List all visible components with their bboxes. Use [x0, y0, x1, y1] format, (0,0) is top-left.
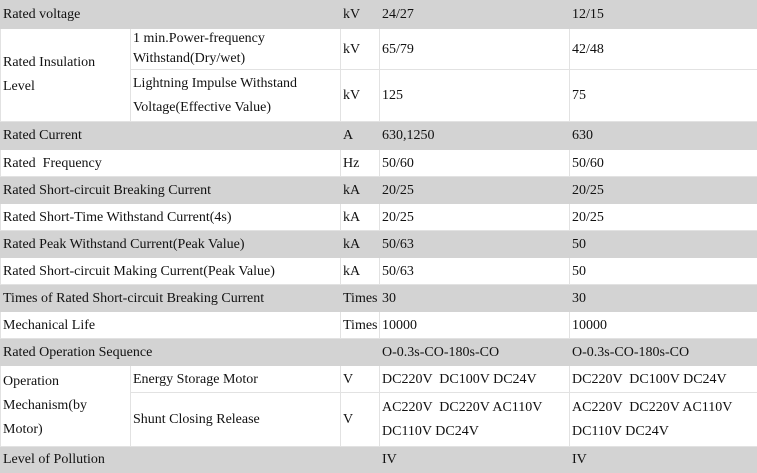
unit: Hz: [341, 150, 380, 177]
value-2: 50/60: [570, 150, 757, 177]
value-1: 10000: [380, 312, 570, 339]
value-1: AC220V DC220V AC110V DC110V DC24V: [380, 393, 570, 447]
unit: A: [341, 122, 380, 150]
value-2: 20/25: [570, 204, 757, 231]
unit: V: [341, 366, 380, 393]
unit: kA: [341, 258, 380, 285]
sub-label: 1 min.Power-frequency Withstand(Dry/wet): [131, 29, 341, 70]
value-2: 75: [570, 70, 757, 122]
row-operation-sequence: Rated Operation Sequence O-0.3s-CO-180s-…: [1, 339, 757, 366]
row-short-time: Rated Short-Time Withstand Current(4s) k…: [1, 204, 757, 231]
value-2: 30: [570, 285, 757, 312]
unit: kA: [341, 231, 380, 258]
label: Rated voltage: [1, 1, 341, 29]
unit: [341, 447, 380, 473]
label: Mechanical Life: [1, 312, 341, 339]
label: Level of Pollution: [1, 447, 341, 473]
sub-label: Shunt Closing Release: [131, 393, 341, 447]
value-1: 20/25: [380, 177, 570, 204]
row-rated-voltage: Rated voltage kV 24/27 12/15: [1, 1, 757, 29]
sub-label: Lightning Impulse Withstand Voltage(Effe…: [131, 70, 341, 122]
row-rated-current: Rated Current A 630,1250 630: [1, 122, 757, 150]
unit: kV: [341, 29, 380, 70]
value-2: O-0.3s-CO-180s-CO: [570, 339, 757, 366]
value-1: DC220V DC100V DC24V: [380, 366, 570, 393]
row-sc-making: Rated Short-circuit Making Current(Peak …: [1, 258, 757, 285]
label: Rated Frequency: [1, 150, 341, 177]
label: Operation Mechanism(by Motor): [1, 366, 131, 447]
value-1: 50/63: [380, 258, 570, 285]
value-1: 630,1250: [380, 122, 570, 150]
value-2: AC220V DC220V AC110V DC110V DC24V: [570, 393, 757, 447]
unit: kA: [341, 177, 380, 204]
row-rated-frequency: Rated Frequency Hz 50/60 50/60: [1, 150, 757, 177]
value-2: 42/48: [570, 29, 757, 70]
unit: V: [341, 393, 380, 447]
row-times-breaking: Times of Rated Short-circuit Breaking Cu…: [1, 285, 757, 312]
label: Times of Rated Short-circuit Breaking Cu…: [1, 285, 341, 312]
value-1: O-0.3s-CO-180s-CO: [380, 339, 570, 366]
value-2: 50: [570, 258, 757, 285]
value-1: 125: [380, 70, 570, 122]
value-2: 630: [570, 122, 757, 150]
value-2: 10000: [570, 312, 757, 339]
label: Rated Short-Time Withstand Current(4s): [1, 204, 341, 231]
row-power-frequency: Rated Insulation Level 1 min.Power-frequ…: [1, 29, 757, 70]
value-2: DC220V DC100V DC24V: [570, 366, 757, 393]
value-1: 30: [380, 285, 570, 312]
row-pollution: Level of Pollution IV IV: [1, 447, 757, 473]
value-1: IV: [380, 447, 570, 473]
unit: Times: [341, 285, 380, 312]
value-2: 12/15: [570, 1, 757, 29]
label: Rated Peak Withstand Current(Peak Value): [1, 231, 341, 258]
row-mechanical-life: Mechanical Life Times 10000 10000: [1, 312, 757, 339]
value-2: IV: [570, 447, 757, 473]
row-peak-withstand: Rated Peak Withstand Current(Peak Value)…: [1, 231, 757, 258]
label: Rated Operation Sequence: [1, 339, 341, 366]
label: Rated Insulation Level: [1, 29, 131, 122]
value-1: 50/63: [380, 231, 570, 258]
label: Rated Short-circuit Breaking Current: [1, 177, 341, 204]
label: Rated Current: [1, 122, 341, 150]
value-2: 50: [570, 231, 757, 258]
value-1: 20/25: [380, 204, 570, 231]
value-1: 24/27: [380, 1, 570, 29]
unit: kV: [341, 1, 380, 29]
value-1: 50/60: [380, 150, 570, 177]
row-energy-storage-motor: Operation Mechanism(by Motor) Energy Sto…: [1, 366, 757, 393]
label: Rated Short-circuit Making Current(Peak …: [1, 258, 341, 285]
row-sc-breaking: Rated Short-circuit Breaking Current kA …: [1, 177, 757, 204]
unit: Times: [341, 312, 380, 339]
unit: kV: [341, 70, 380, 122]
value-1: 65/79: [380, 29, 570, 70]
unit: [341, 339, 380, 366]
sub-label: Energy Storage Motor: [131, 366, 341, 393]
value-2: 20/25: [570, 177, 757, 204]
unit: kA: [341, 204, 380, 231]
